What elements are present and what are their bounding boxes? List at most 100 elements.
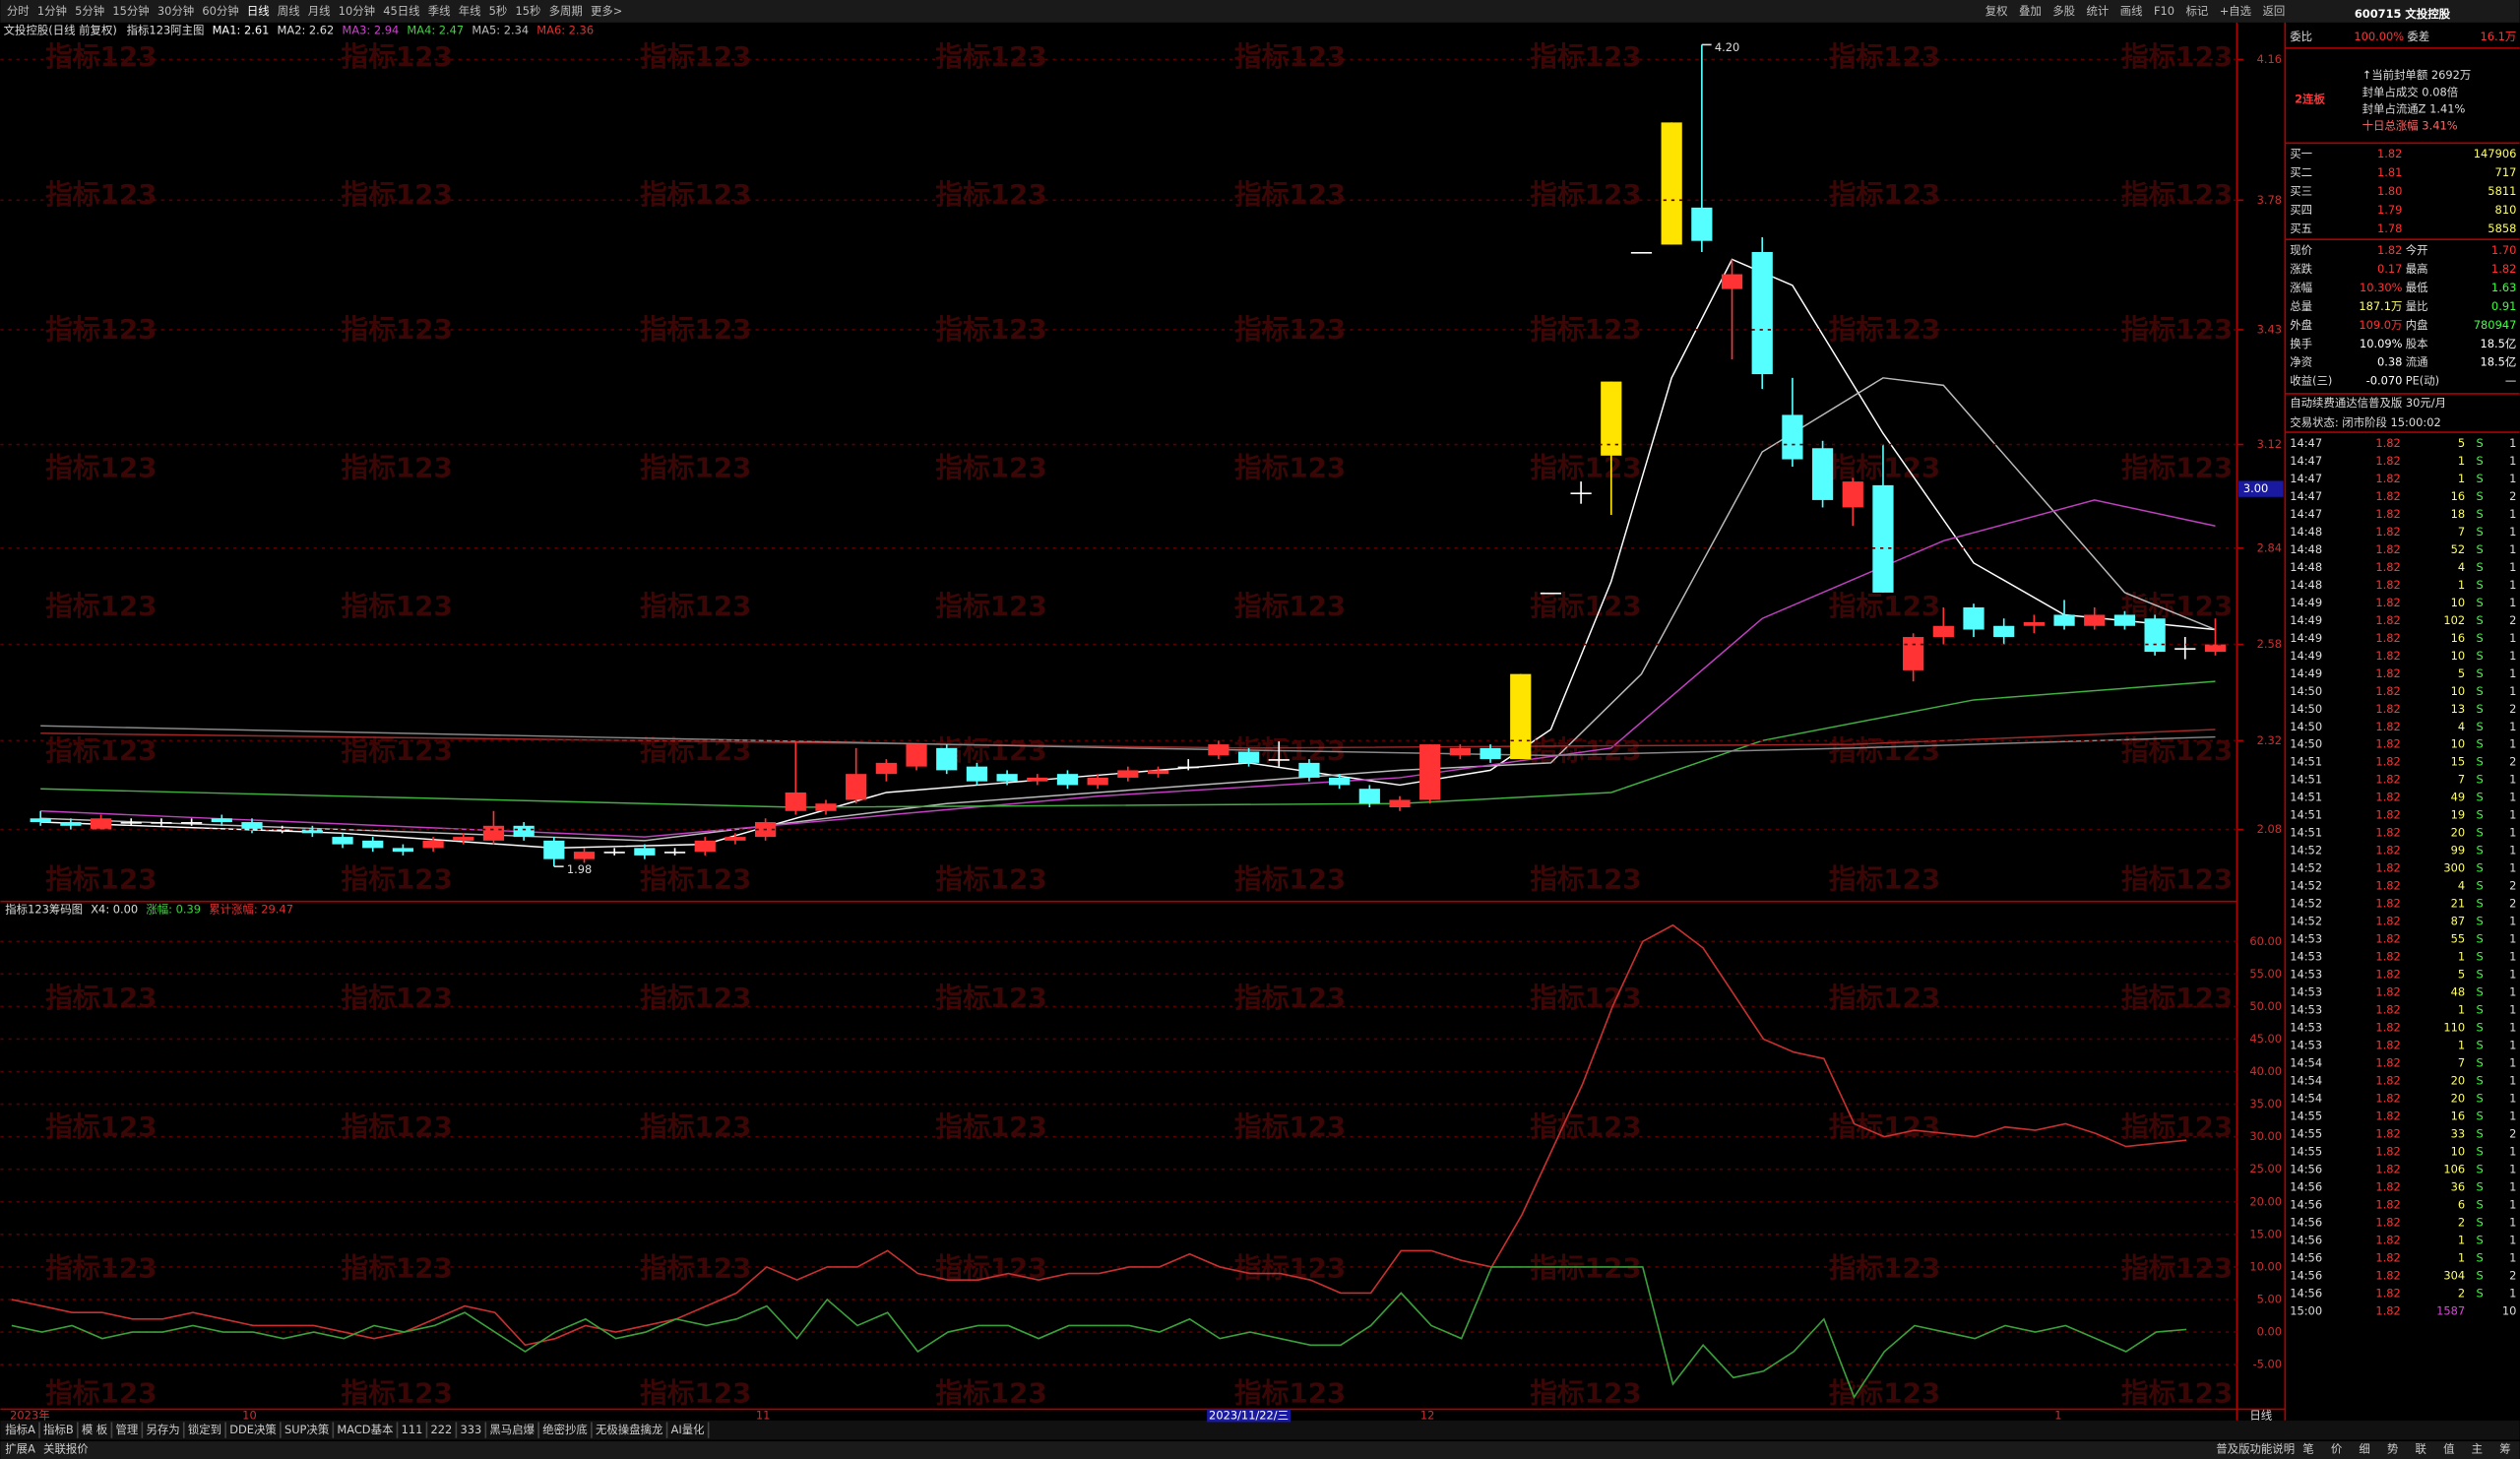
indicator-tab[interactable]: AI量化 [671, 1423, 705, 1436]
indicator-tab[interactable]: MACD基本 [337, 1423, 393, 1436]
indicator-tab[interactable]: 222 [431, 1423, 453, 1436]
indicator-tab[interactable]: 绝密抄底 [542, 1423, 588, 1436]
period-tab[interactable]: 15分钟 [112, 4, 149, 18]
side-tab[interactable]: 筹 [2499, 1442, 2510, 1456]
trade-price: 1.82 [2375, 666, 2400, 680]
trade-volume: 15 [2451, 755, 2466, 769]
trade-price: 1.82 [2375, 932, 2400, 946]
period-tab[interactable]: 1分钟 [37, 4, 67, 18]
tool-button[interactable]: 画线 [2120, 4, 2143, 18]
tool-button[interactable]: 多股 [2052, 4, 2075, 18]
trade-price: 1.82 [2375, 472, 2400, 485]
tool-button[interactable]: +自选 [2220, 4, 2252, 18]
x-axis-label: 11 [756, 1408, 771, 1422]
side-tab[interactable]: 联 [2416, 1442, 2427, 1456]
period-tab[interactable]: 周线 [278, 4, 300, 18]
help-link[interactable]: 普及版功能说明 [2216, 1442, 2295, 1456]
watermark: 指标123 [45, 452, 157, 484]
trade-count: 1 [2509, 737, 2516, 751]
tool-button[interactable]: 返回 [2263, 4, 2286, 18]
indicator-tab[interactable]: 管理 [115, 1423, 138, 1436]
candle-body [2053, 614, 2075, 626]
tool-button[interactable]: 叠加 [2019, 4, 2042, 18]
trade-count: 1 [2509, 436, 2516, 450]
side-tab[interactable]: 值 [2443, 1442, 2454, 1456]
trade-side: S [2477, 755, 2484, 769]
trade-count: 1 [2509, 560, 2516, 574]
trade-time: 14:47 [2290, 436, 2322, 450]
trade-side: S [2477, 932, 2484, 946]
candle-body [1932, 625, 1954, 638]
candle-body [60, 822, 82, 826]
period-tab[interactable]: 45日线 [383, 4, 419, 18]
seal-info: ↑当前封单额 2692万 [2362, 68, 2472, 82]
period-tab[interactable]: 5分钟 [75, 4, 104, 18]
trade-volume: 102 [2443, 613, 2465, 627]
period-tab[interactable]: 15秒 [516, 4, 541, 18]
tool-button[interactable]: 复权 [1985, 4, 2008, 18]
indicator-tab[interactable]: 无极操盘擒龙 [596, 1423, 662, 1436]
indicator-tab[interactable]: SUP决策 [284, 1423, 330, 1436]
period-tab[interactable]: 30分钟 [158, 4, 194, 18]
indicator-tab[interactable]: 111 [402, 1423, 423, 1436]
period-tab[interactable]: 多周期 [549, 4, 583, 18]
indicator-tab[interactable]: 模 板 [82, 1423, 108, 1436]
period-tab[interactable]: 年线 [459, 4, 481, 18]
side-tab[interactable]: 势 [2387, 1442, 2398, 1456]
sub-tick-label: 30.00 [2249, 1129, 2282, 1143]
tool-button[interactable]: 统计 [2086, 4, 2109, 18]
bid-label: 买一 [2290, 147, 2312, 160]
stat-label: 总量 [2290, 299, 2312, 313]
trade-price: 1.82 [2375, 915, 2400, 928]
watermark: 指标123 [1530, 982, 1641, 1014]
indicator-tab[interactable]: 指标A [5, 1423, 35, 1436]
period-tab[interactable]: 5秒 [489, 4, 508, 18]
trade-price: 1.82 [2375, 649, 2400, 663]
side-tab[interactable]: 主 [2472, 1442, 2483, 1456]
candle-body [1449, 747, 1471, 756]
indicator-tab[interactable]: 黑马启爆 [489, 1423, 535, 1436]
trade-side: S [2477, 631, 2484, 645]
tool-button[interactable]: F10 [2154, 4, 2174, 18]
side-tab[interactable]: 价 [2331, 1442, 2343, 1456]
period-tab[interactable]: 分时 [7, 4, 30, 18]
indicator-tab[interactable]: 锁定到 [188, 1423, 221, 1436]
trade-volume: 52 [2451, 542, 2466, 556]
indicator-tab[interactable]: 另存为 [146, 1423, 179, 1436]
watermark: 指标123 [1829, 452, 1940, 484]
indicator-tab[interactable]: 指标B [43, 1423, 74, 1436]
candle-body [482, 825, 505, 841]
period-tab[interactable]: 10分钟 [339, 4, 375, 18]
trade-status: 交易状态: 闭市阶段 15:00:02 [2290, 415, 2441, 429]
period-tab[interactable]: 季线 [428, 4, 451, 18]
status-tab[interactable]: 关联报价 [43, 1442, 89, 1456]
status-tab[interactable]: 扩展A [5, 1442, 35, 1456]
period-label: 日线 [2249, 1408, 2272, 1422]
promo[interactable]: 自动续费通达信普及版 30元/月 [2290, 396, 2446, 410]
stat-label: 收益(三) [2290, 374, 2332, 388]
watermark: 指标123 [45, 590, 157, 622]
watermark: 指标123 [1234, 40, 1346, 73]
watermark: 指标123 [1234, 1110, 1346, 1143]
trade-volume: 10 [2451, 649, 2466, 663]
period-tab[interactable]: 60分钟 [202, 4, 238, 18]
indicator-tab[interactable]: 333 [460, 1423, 481, 1436]
trade-volume: 1 [2458, 1039, 2465, 1052]
trade-side: S [2477, 560, 2484, 574]
trade-side: S [2477, 737, 2484, 751]
tool-button[interactable]: 标记 [2185, 4, 2208, 18]
trade-count: 1 [2509, 1021, 2516, 1035]
ma-label: MA1: 2.61 [213, 24, 270, 37]
side-tab[interactable]: 笔 [2302, 1442, 2313, 1456]
indicator-tab[interactable]: DDE决策 [229, 1423, 277, 1436]
trade-count: 1 [2509, 844, 2516, 857]
watermark: 指标123 [935, 1251, 1046, 1284]
period-tab[interactable]: 月线 [308, 4, 331, 18]
period-tab[interactable]: 更多> [591, 4, 622, 18]
trade-volume: 18 [2451, 507, 2466, 521]
candle-body [1782, 414, 1803, 460]
watermark: 指标123 [2121, 862, 2233, 895]
side-tab[interactable]: 细 [2359, 1442, 2369, 1456]
price-tick-label: 2.32 [2257, 733, 2282, 747]
period-tab[interactable]: 日线 [247, 4, 270, 18]
